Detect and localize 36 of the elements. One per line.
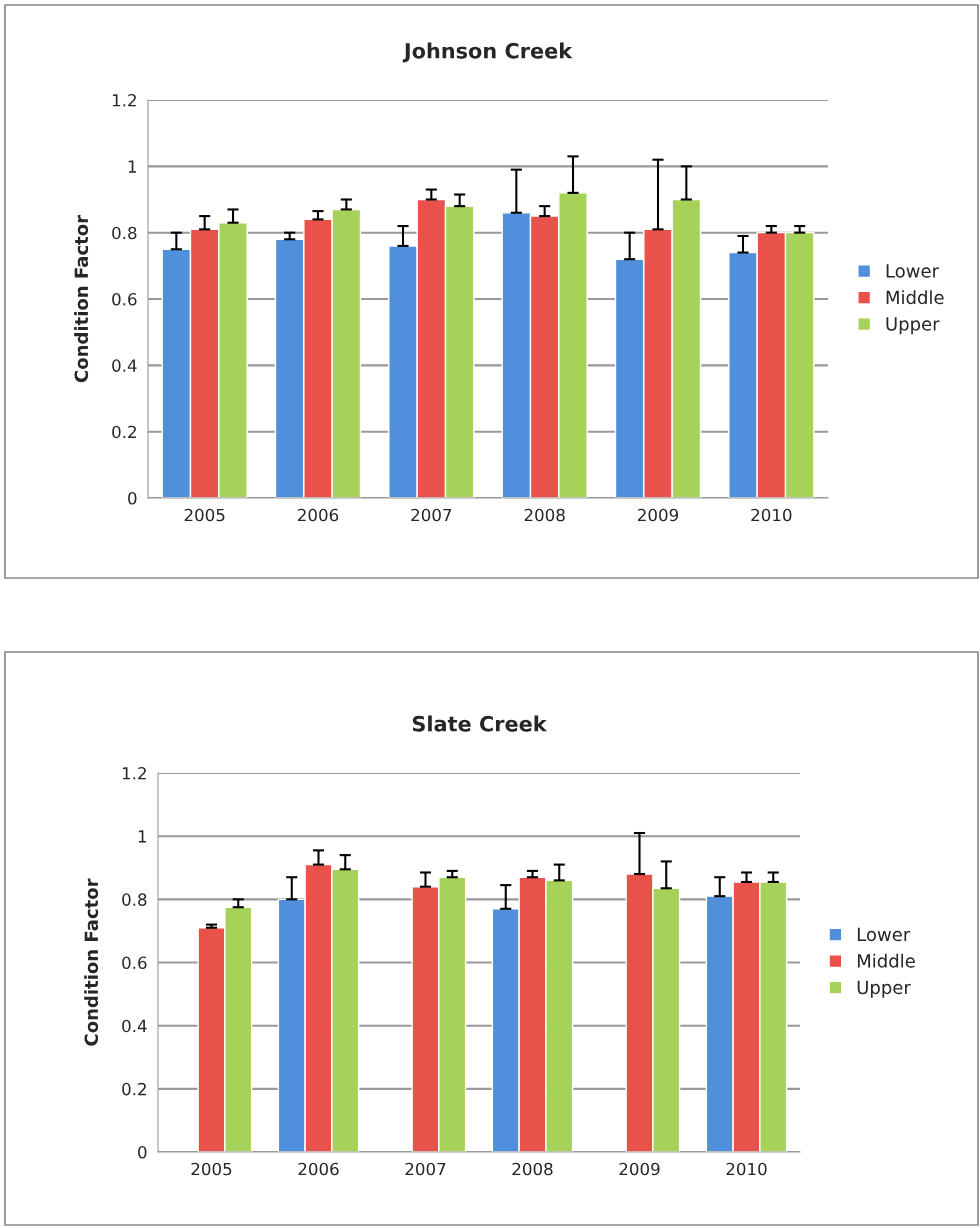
y-tick-label: 0.4 [122,1019,147,1033]
chart-title: Johnson Creek [402,42,573,63]
legend-label: Lower [886,264,940,278]
legend-label: Middle [886,290,944,305]
chart-title: Slate Creek [412,715,548,732]
x-tick-label: 2005 [191,1162,232,1176]
x-tick-label: 2006 [298,1162,339,1176]
x-tick-label: 2009 [619,1162,660,1176]
y-axis-title: Condition Factor [74,215,89,383]
y-tick-label: 0 [128,491,137,505]
x-tick-label: 2006 [298,508,339,522]
legend-label: Middle [857,953,915,968]
x-tick-label: 2008 [524,508,565,522]
x-tick-label: 2008 [512,1162,553,1176]
y-tick-label: 0.2 [122,1082,146,1096]
y-tick-label: 1 [138,830,147,843]
legend-label: Upper [857,980,911,998]
y-tick-label: 0.6 [112,292,137,306]
y-tick-label: 0.4 [112,359,137,372]
y-tick-label: 0.8 [122,893,147,906]
x-tick-label: 2010 [726,1162,767,1176]
legend-label: Lower [857,927,911,942]
y-tick-label: 0.6 [122,956,147,970]
y-tick-label: 1.2 [112,93,136,107]
x-tick-label: 2007 [405,1162,446,1176]
y-tick-label: 1 [128,160,137,173]
legend-label: Upper [886,317,940,335]
y-tick-label: 0.8 [112,226,137,240]
x-tick-label: 2010 [751,508,792,522]
x-tick-label: 2007 [411,508,452,522]
x-tick-label: 2005 [184,508,225,522]
y-tick-label: 0 [138,1145,147,1159]
x-tick-label: 2009 [638,508,679,522]
y-axis-title: Condition Factor [84,878,99,1046]
y-tick-label: 0.2 [112,425,136,439]
y-tick-label: 1.2 [122,766,146,780]
